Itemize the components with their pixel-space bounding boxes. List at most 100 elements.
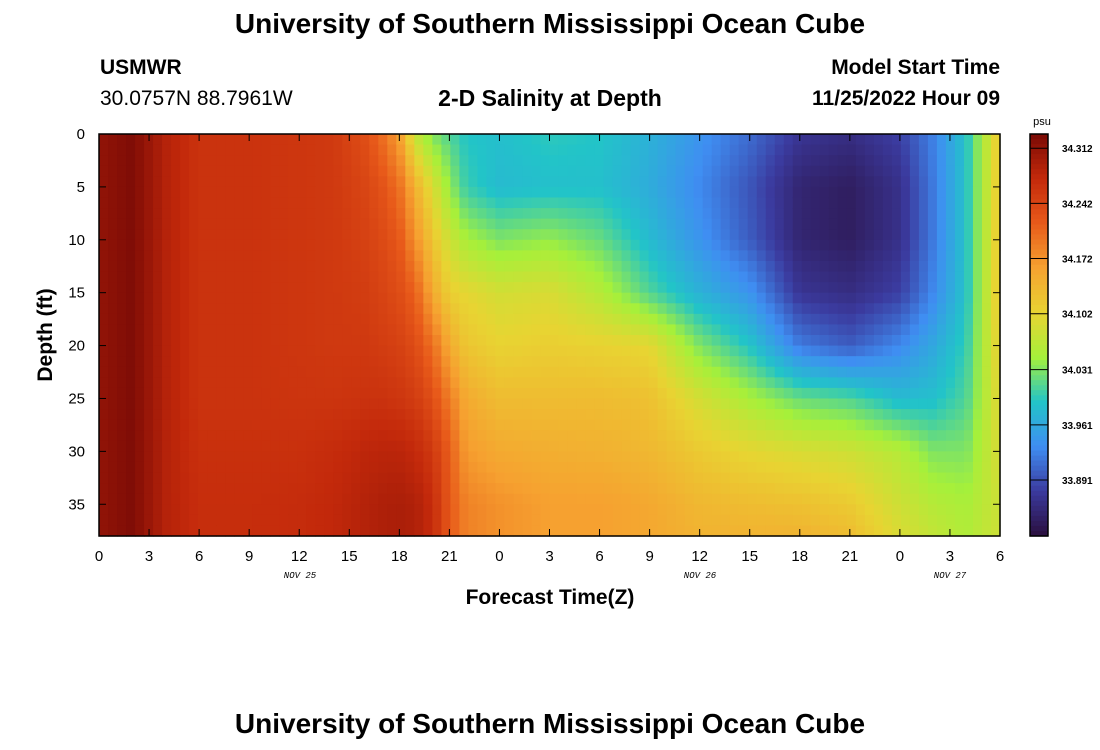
heatmap-cell xyxy=(585,345,596,357)
heatmap-cell xyxy=(513,176,524,188)
heatmap-cell xyxy=(306,250,316,262)
heatmap-cell xyxy=(495,377,506,389)
heatmap-cell xyxy=(657,229,668,241)
heatmap-cell xyxy=(738,239,749,251)
heatmap-cell xyxy=(324,398,334,410)
heatmap-cell xyxy=(207,356,217,368)
heatmap-cell xyxy=(918,493,929,505)
heatmap-cell xyxy=(972,514,983,527)
heatmap-cell xyxy=(954,134,965,146)
heatmap-cell xyxy=(108,525,118,537)
heatmap-cell xyxy=(477,155,488,167)
heatmap-cell xyxy=(252,345,262,357)
heatmap-cell xyxy=(954,271,965,283)
heatmap-cell xyxy=(135,292,145,304)
heatmap-cell xyxy=(639,387,650,400)
heatmap-cell xyxy=(504,419,515,431)
heatmap-cell xyxy=(387,208,397,220)
heatmap-cell xyxy=(765,451,776,463)
heatmap-cell xyxy=(558,377,569,389)
heatmap-cell xyxy=(135,387,145,400)
heatmap-cell xyxy=(189,186,199,199)
heatmap-cell xyxy=(513,377,524,389)
heatmap-cell xyxy=(909,398,920,410)
heatmap-cell xyxy=(783,292,794,304)
heatmap-cell xyxy=(117,504,127,516)
heatmap-cell xyxy=(270,440,280,452)
heatmap-cell xyxy=(207,504,217,516)
colorbar-segment xyxy=(1030,465,1048,472)
heatmap-cell xyxy=(756,260,767,273)
heatmap-cell xyxy=(801,208,812,220)
heatmap-cell xyxy=(207,324,217,336)
colorbar-tick-label: 34.312 xyxy=(1062,144,1093,155)
heatmap-cell xyxy=(243,377,253,389)
heatmap-cell xyxy=(495,472,506,484)
heatmap-cell xyxy=(315,356,325,368)
heatmap-cell xyxy=(846,144,857,156)
heatmap-cell xyxy=(261,271,271,283)
heatmap-cell xyxy=(432,134,442,146)
heatmap-cell xyxy=(306,366,316,378)
heatmap-cell xyxy=(567,165,578,177)
heatmap-cell xyxy=(891,176,902,188)
heatmap-cell xyxy=(963,218,974,230)
heatmap-cell xyxy=(189,144,199,156)
heatmap-cell xyxy=(477,176,488,188)
heatmap-cell xyxy=(963,229,974,241)
heatmap-cell xyxy=(486,504,497,516)
heatmap-cell xyxy=(198,313,208,326)
heatmap-cell xyxy=(513,472,524,484)
heatmap-cell xyxy=(873,504,884,516)
heatmap-cell xyxy=(387,356,397,368)
heatmap-cell xyxy=(477,292,488,304)
heatmap-cell xyxy=(891,430,902,442)
heatmap-cell xyxy=(972,493,983,505)
heatmap-cell xyxy=(306,345,316,357)
heatmap-cell xyxy=(864,398,875,410)
colorbar-segment xyxy=(1030,149,1048,155)
heatmap-cell xyxy=(495,239,506,251)
heatmap-cell xyxy=(657,197,668,209)
heatmap-cell xyxy=(819,472,830,484)
colorbar-segment xyxy=(1030,445,1048,452)
heatmap-cell xyxy=(558,197,569,209)
heatmap-cell xyxy=(729,239,740,251)
heatmap-cell xyxy=(765,504,776,516)
heatmap-cell xyxy=(261,514,271,527)
heatmap-cell xyxy=(522,366,533,378)
heatmap-cell xyxy=(396,493,406,505)
heatmap-cell xyxy=(279,186,289,199)
heatmap-cell xyxy=(891,345,902,357)
heatmap-cell xyxy=(405,144,415,156)
heatmap-cell xyxy=(261,483,271,495)
heatmap-cell xyxy=(648,239,659,251)
heatmap-cell xyxy=(549,461,560,474)
heatmap-cell xyxy=(666,250,677,262)
heatmap-cell xyxy=(594,430,605,442)
heatmap-cell xyxy=(441,387,451,400)
heatmap-cell xyxy=(279,504,289,516)
heatmap-cell xyxy=(369,440,379,452)
heatmap-cell xyxy=(270,409,280,421)
heatmap-cell xyxy=(693,313,704,326)
heatmap-cell xyxy=(756,313,767,326)
heatmap-cell xyxy=(540,165,551,177)
heatmap-cell xyxy=(495,430,506,442)
heatmap-cell xyxy=(666,165,677,177)
heatmap-cell xyxy=(315,440,325,452)
heatmap-cell xyxy=(675,419,686,431)
heatmap-cell xyxy=(198,218,208,230)
heatmap-cell xyxy=(387,186,397,199)
heatmap-cell xyxy=(729,134,740,146)
heatmap-cell xyxy=(153,229,163,241)
heatmap-cell xyxy=(198,451,208,463)
heatmap-cell xyxy=(900,250,911,262)
heatmap-cell xyxy=(288,366,298,378)
heatmap-cell xyxy=(675,430,686,442)
heatmap-cell xyxy=(459,144,470,156)
heatmap-cell xyxy=(675,335,686,347)
heatmap-cell xyxy=(909,377,920,389)
heatmap-cell xyxy=(666,525,677,537)
heatmap-cell xyxy=(468,313,479,326)
